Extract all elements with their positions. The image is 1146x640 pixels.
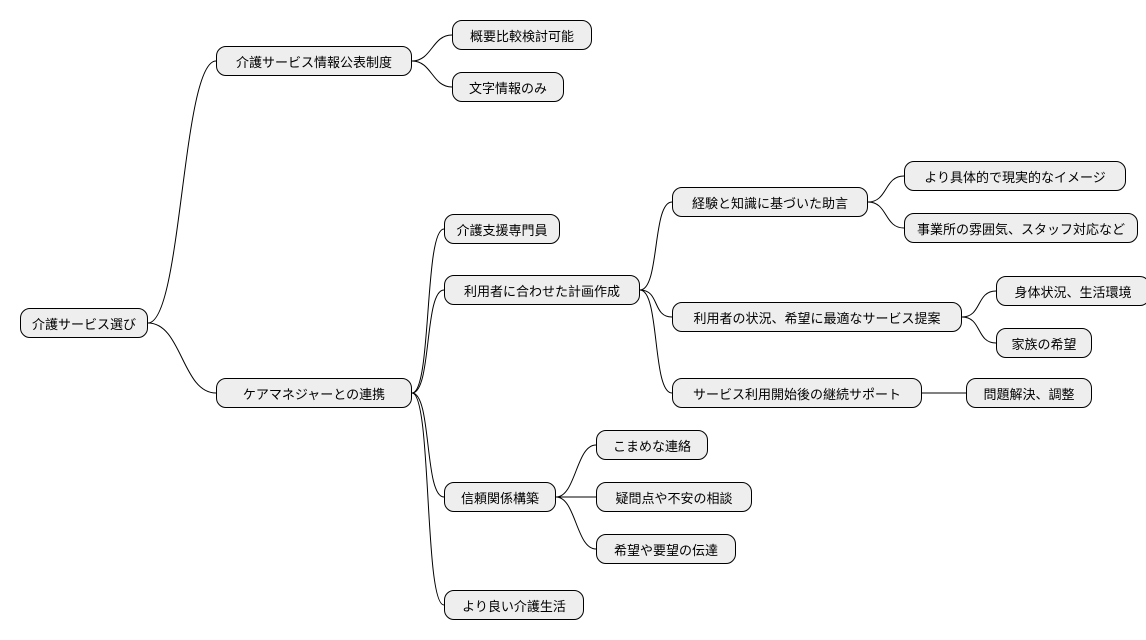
mindmap-node: 疑問点や不安の相談 — [596, 482, 752, 512]
mindmap-node: サービス利用開始後の継続サポート — [672, 378, 922, 408]
mindmap-edge — [412, 35, 452, 61]
mindmap-node: 利用者の状況、希望に最適なサービス提案 — [672, 302, 962, 332]
mindmap-node: 希望や要望の伝達 — [596, 534, 736, 564]
mindmap-node-label: 信頼関係構築 — [461, 488, 539, 507]
mindmap-edge — [148, 61, 216, 323]
mindmap-edge — [412, 393, 444, 497]
mindmap-node: こまめな連絡 — [596, 430, 708, 460]
mindmap-node-label: 介護支援専門員 — [457, 220, 548, 239]
mindmap-node-label: 利用者に合わせた計画作成 — [464, 281, 620, 300]
mindmap-edge — [412, 61, 452, 87]
mindmap-canvas: 介護サービス選び 介護サービス情報公表制度 概要比較検討可能文字情報のみケアマネジャ… — [0, 0, 1146, 640]
mindmap-edge — [148, 323, 216, 393]
mindmap-node: 介護サービス選び — [20, 308, 148, 338]
mindmap-edge — [868, 202, 904, 228]
mindmap-node-label: 家族の希望 — [1011, 334, 1076, 353]
mindmap-edge — [556, 445, 596, 497]
mindmap-edge — [962, 291, 996, 317]
mindmap-node-label: より具体的で現実的なイメージ — [924, 167, 1105, 186]
mindmap-edge — [640, 290, 672, 317]
mindmap-node: ケアマネジャーとの連携 — [216, 378, 412, 408]
mindmap-node: 介護支援専門員 — [444, 214, 560, 244]
mindmap-node-label: 問題解決、調整 — [983, 384, 1074, 403]
mindmap-edge — [640, 290, 672, 393]
mindmap-node: 経験と知識に基づいた助言 — [672, 187, 868, 217]
mindmap-edge — [412, 290, 444, 393]
mindmap-node: 信頼関係構築 — [444, 482, 556, 512]
mindmap-edge — [556, 497, 596, 549]
mindmap-edge — [640, 202, 672, 290]
mindmap-edge — [962, 317, 996, 343]
mindmap-edge — [412, 393, 444, 605]
mindmap-node-label: 利用者の状況、希望に最適なサービス提案 — [693, 308, 940, 327]
mindmap-node-label: サービス利用開始後の継続サポート — [693, 384, 901, 403]
mindmap-node: 身体状況、生活環境 — [996, 276, 1146, 306]
mindmap-node: 問題解決、調整 — [966, 378, 1092, 408]
mindmap-edge — [868, 176, 904, 202]
mindmap-node-label: こまめな連絡 — [613, 436, 691, 455]
mindmap-node-label: 疑問点や不安の相談 — [615, 488, 732, 507]
mindmap-node-label: ケアマネジャーとの連携 — [243, 384, 385, 403]
mindmap-node-label: 介護サービス選び — [32, 314, 136, 333]
mindmap-node-label: 介護サービス情報公表制度 — [236, 52, 392, 71]
mindmap-node: 事業所の雰囲気、スタッフ対応など — [904, 213, 1138, 243]
mindmap-node-label: 文字情報のみ — [469, 78, 547, 97]
mindmap-node-label: 経験と知識に基づいた助言 — [692, 193, 848, 212]
mindmap-node-label: 身体状況、生活環境 — [1014, 282, 1131, 301]
mindmap-edge — [412, 229, 444, 393]
mindmap-node: 概要比較検討可能 — [452, 20, 592, 50]
mindmap-node: 家族の希望 — [996, 328, 1092, 358]
mindmap-node-label: より良い介護生活 — [462, 596, 566, 615]
mindmap-node-label: 希望や要望の伝達 — [614, 540, 718, 559]
mindmap-node-label: 事業所の雰囲気、スタッフ対応など — [917, 219, 1125, 238]
mindmap-node: 介護サービス情報公表制度 — [216, 46, 412, 76]
mindmap-node: 利用者に合わせた計画作成 — [444, 275, 640, 305]
mindmap-node-label: 概要比較検討可能 — [470, 26, 574, 45]
edge-layer — [0, 0, 1146, 640]
mindmap-node: 文字情報のみ — [452, 72, 564, 102]
mindmap-node: より具体的で現実的なイメージ — [904, 161, 1126, 191]
mindmap-node: より良い介護生活 — [444, 590, 584, 620]
